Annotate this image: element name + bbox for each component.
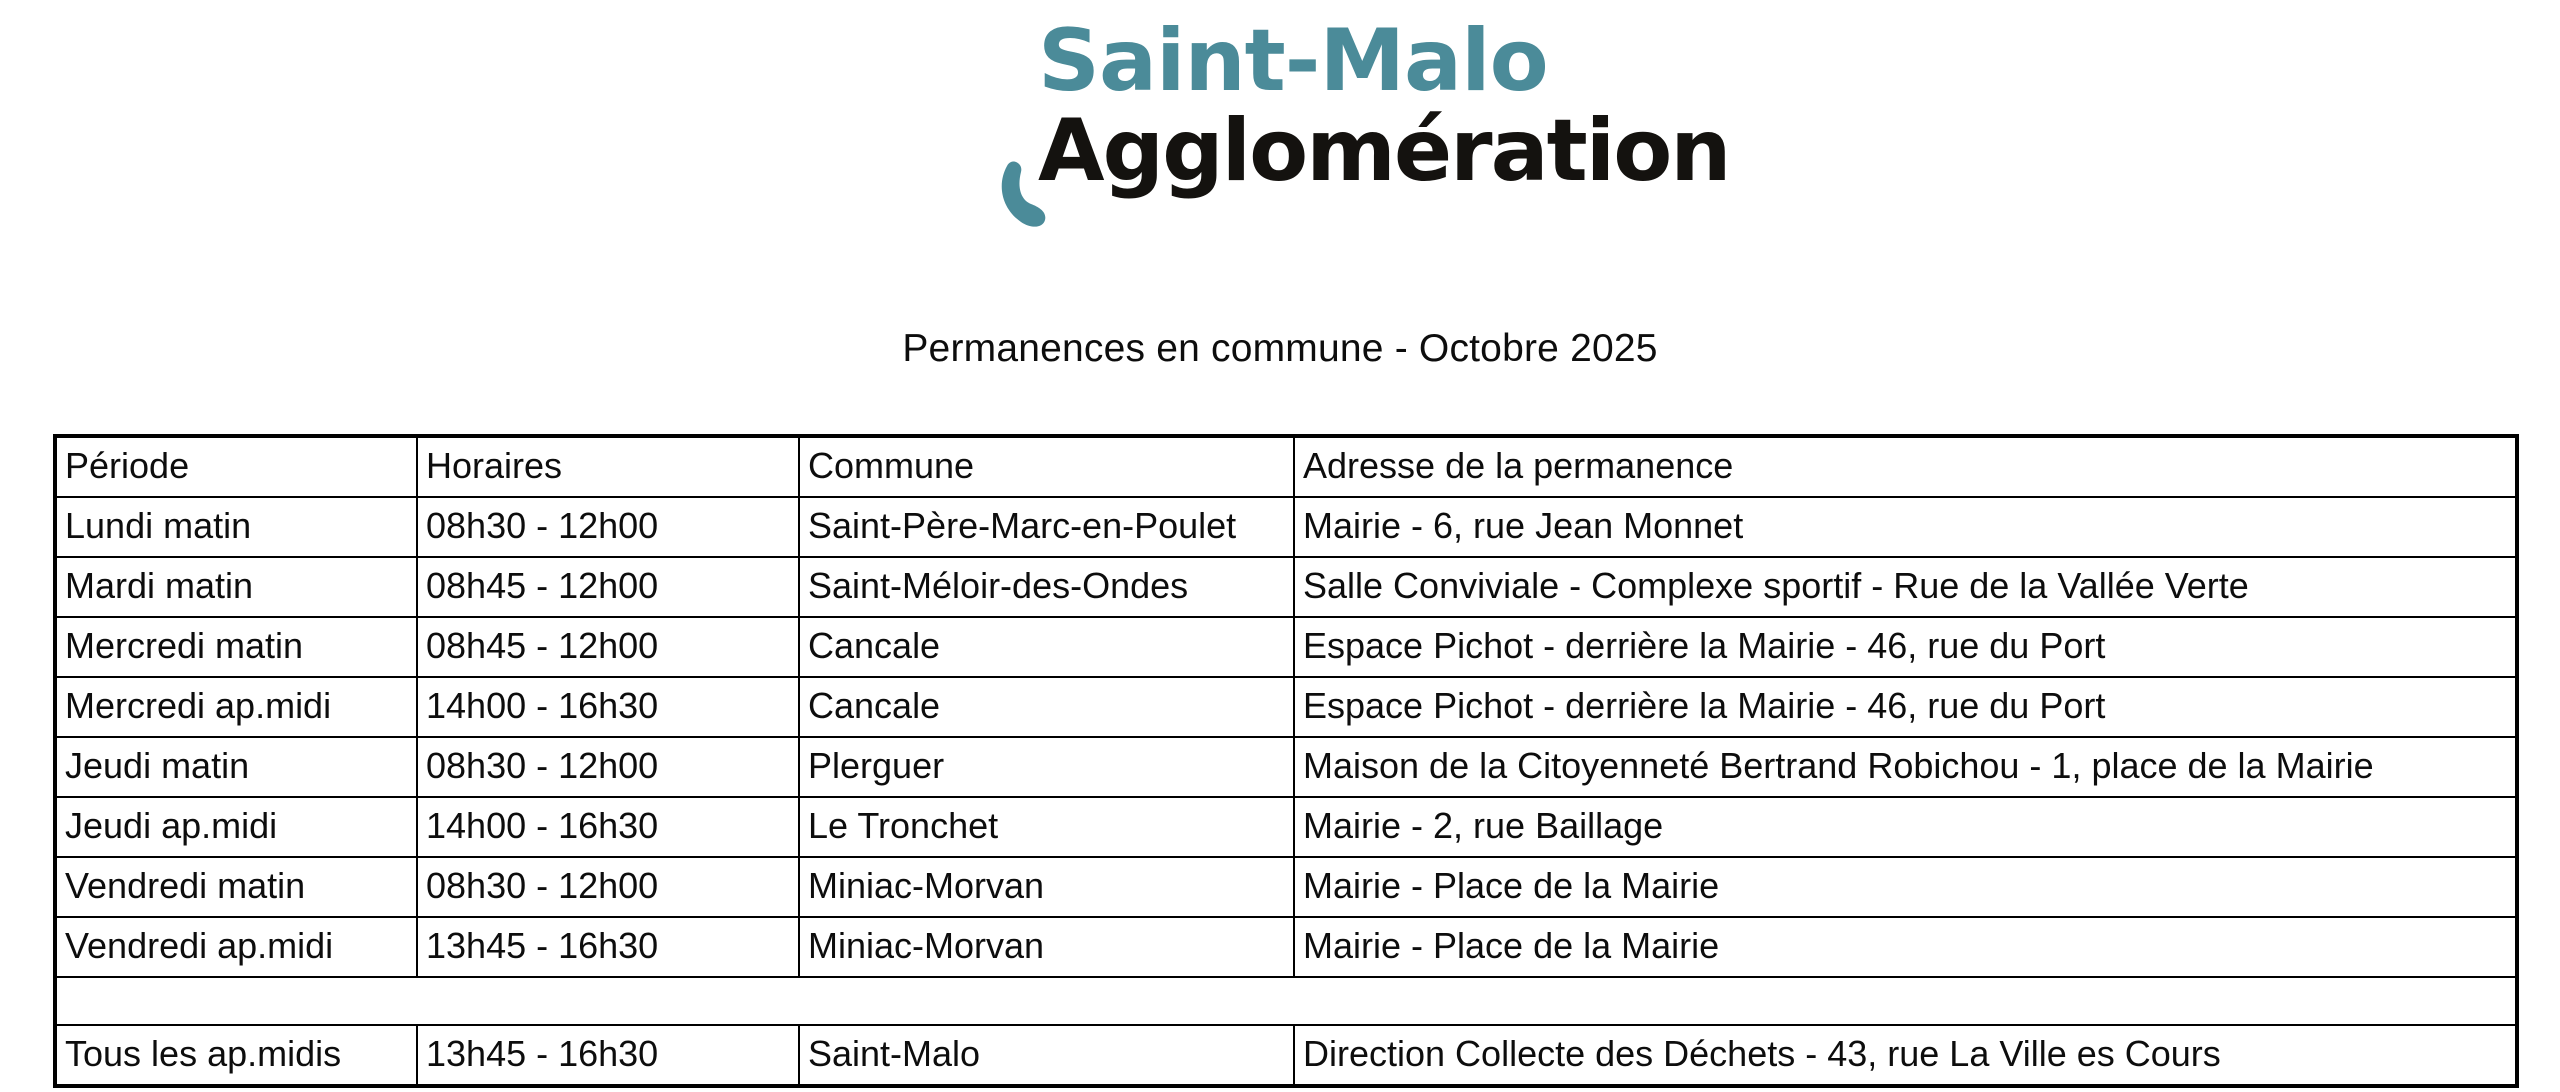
table-row: Jeudi matin 08h30 - 12h00 Plerguer Maison d…: [54, 736, 2518, 798]
page-title: Permanences en commune - Octobre 2025: [902, 327, 1658, 370]
cell-periode: Mardi matin: [54, 556, 418, 618]
table-row: Lundi matin 08h30 - 12h00 Saint-Père-Marc-…: [54, 496, 2518, 558]
table-row: Mardi matin 08h45 - 12h00 Saint-Méloir-des…: [54, 556, 2518, 618]
table-row: Mercredi matin 08h45 - 12h00 Cancale Espace…: [54, 616, 2518, 678]
cell-adresse: Maison de la Citoyenneté Bertrand Robich…: [1293, 736, 2518, 798]
cell-commune: Plerguer: [798, 736, 1295, 798]
cell-horaires: 08h30 - 12h00: [416, 856, 800, 918]
cell-adresse: Mairie - 6, rue Jean Monnet: [1293, 496, 2518, 558]
table-row: Mercredi ap.midi 14h00 - 16h30 Cancale Espa…: [54, 676, 2518, 738]
cell-periode: Jeudi matin: [54, 736, 418, 798]
cell-periode: Mercredi matin: [54, 616, 418, 678]
table-spacer-cell: [54, 976, 2518, 1026]
table-row: Tous les ap.midis 13h45 - 16h30 Saint-Malo…: [54, 1024, 2518, 1087]
logo-text-saint-malo: Saint-Malo: [1038, 11, 1549, 111]
cell-horaires: 08h45 - 12h00: [416, 556, 800, 618]
cell-adresse: Espace Pichot - derrière la Mairie - 46,…: [1293, 616, 2518, 678]
table-header-row: Période Horaires Commune Adresse de la p…: [54, 435, 2518, 498]
table-spacer-row: [54, 976, 2518, 1026]
cell-horaires: 13h45 - 16h30: [416, 916, 800, 978]
cell-adresse: Direction Collecte des Déchets - 43, rue…: [1293, 1024, 2518, 1087]
cell-commune: Saint-Malo: [798, 1024, 1295, 1087]
cell-periode: Vendredi ap.midi: [54, 916, 418, 978]
cell-adresse: Mairie - Place de la Mairie: [1293, 856, 2518, 918]
cell-adresse: Mairie - Place de la Mairie: [1293, 916, 2518, 978]
cell-horaires: 14h00 - 16h30: [416, 796, 800, 858]
cell-adresse: Espace Pichot - derrière la Mairie - 46,…: [1293, 676, 2518, 738]
cell-periode: Tous les ap.midis: [54, 1024, 418, 1087]
column-header-horaires: Horaires: [416, 435, 800, 498]
cell-commune: Saint-Père-Marc-en-Poulet: [798, 496, 1295, 558]
table-row: Jeudi ap.midi 14h00 - 16h30 Le Tronchet Mai…: [54, 796, 2518, 858]
cell-commune: Le Tronchet: [798, 796, 1295, 858]
column-header-adresse: Adresse de la permanence: [1293, 435, 2518, 498]
logo-second-line-wrap: Agglomération: [1000, 101, 1732, 227]
cell-horaires: 08h30 - 12h00: [416, 496, 800, 558]
permanences-table: Période Horaires Commune Adresse de la p…: [53, 434, 2519, 1088]
cell-commune: Cancale: [798, 616, 1295, 678]
table-row: Vendredi matin 08h30 - 12h00 Miniac-Morvan…: [54, 856, 2518, 918]
cell-horaires: 08h30 - 12h00: [416, 736, 800, 798]
cell-horaires: 13h45 - 16h30: [416, 1024, 800, 1087]
saint-malo-agglomeration-logo: Saint-Malo Agglomération: [1000, 11, 1732, 248]
cell-periode: Mercredi ap.midi: [54, 676, 418, 738]
cell-horaires: 08h45 - 12h00: [416, 616, 800, 678]
logo-text-agglomeration: Agglomération: [1038, 101, 1732, 201]
cell-commune: Miniac-Morvan: [798, 856, 1295, 918]
table-body: Période Horaires Commune Adresse de la p…: [54, 435, 2518, 1087]
table-row: Vendredi ap.midi 13h45 - 16h30 Miniac-Morv…: [54, 916, 2518, 978]
column-header-periode: Période: [54, 435, 418, 498]
comma-swoosh-icon: [1001, 161, 1046, 227]
cell-periode: Jeudi ap.midi: [54, 796, 418, 858]
cell-adresse: Salle Conviviale - Complexe sportif - Ru…: [1293, 556, 2518, 618]
cell-periode: Vendredi matin: [54, 856, 418, 918]
permanences-table-wrap: Période Horaires Commune Adresse de la p…: [53, 434, 2519, 1088]
cell-commune: Cancale: [798, 676, 1295, 738]
cell-periode: Lundi matin: [54, 496, 418, 558]
cell-adresse: Mairie - 2, rue Baillage: [1293, 796, 2518, 858]
cell-commune: Miniac-Morvan: [798, 916, 1295, 978]
cell-commune: Saint-Méloir-des-Ondes: [798, 556, 1295, 618]
cell-horaires: 14h00 - 16h30: [416, 676, 800, 738]
column-header-commune: Commune: [798, 435, 1295, 498]
